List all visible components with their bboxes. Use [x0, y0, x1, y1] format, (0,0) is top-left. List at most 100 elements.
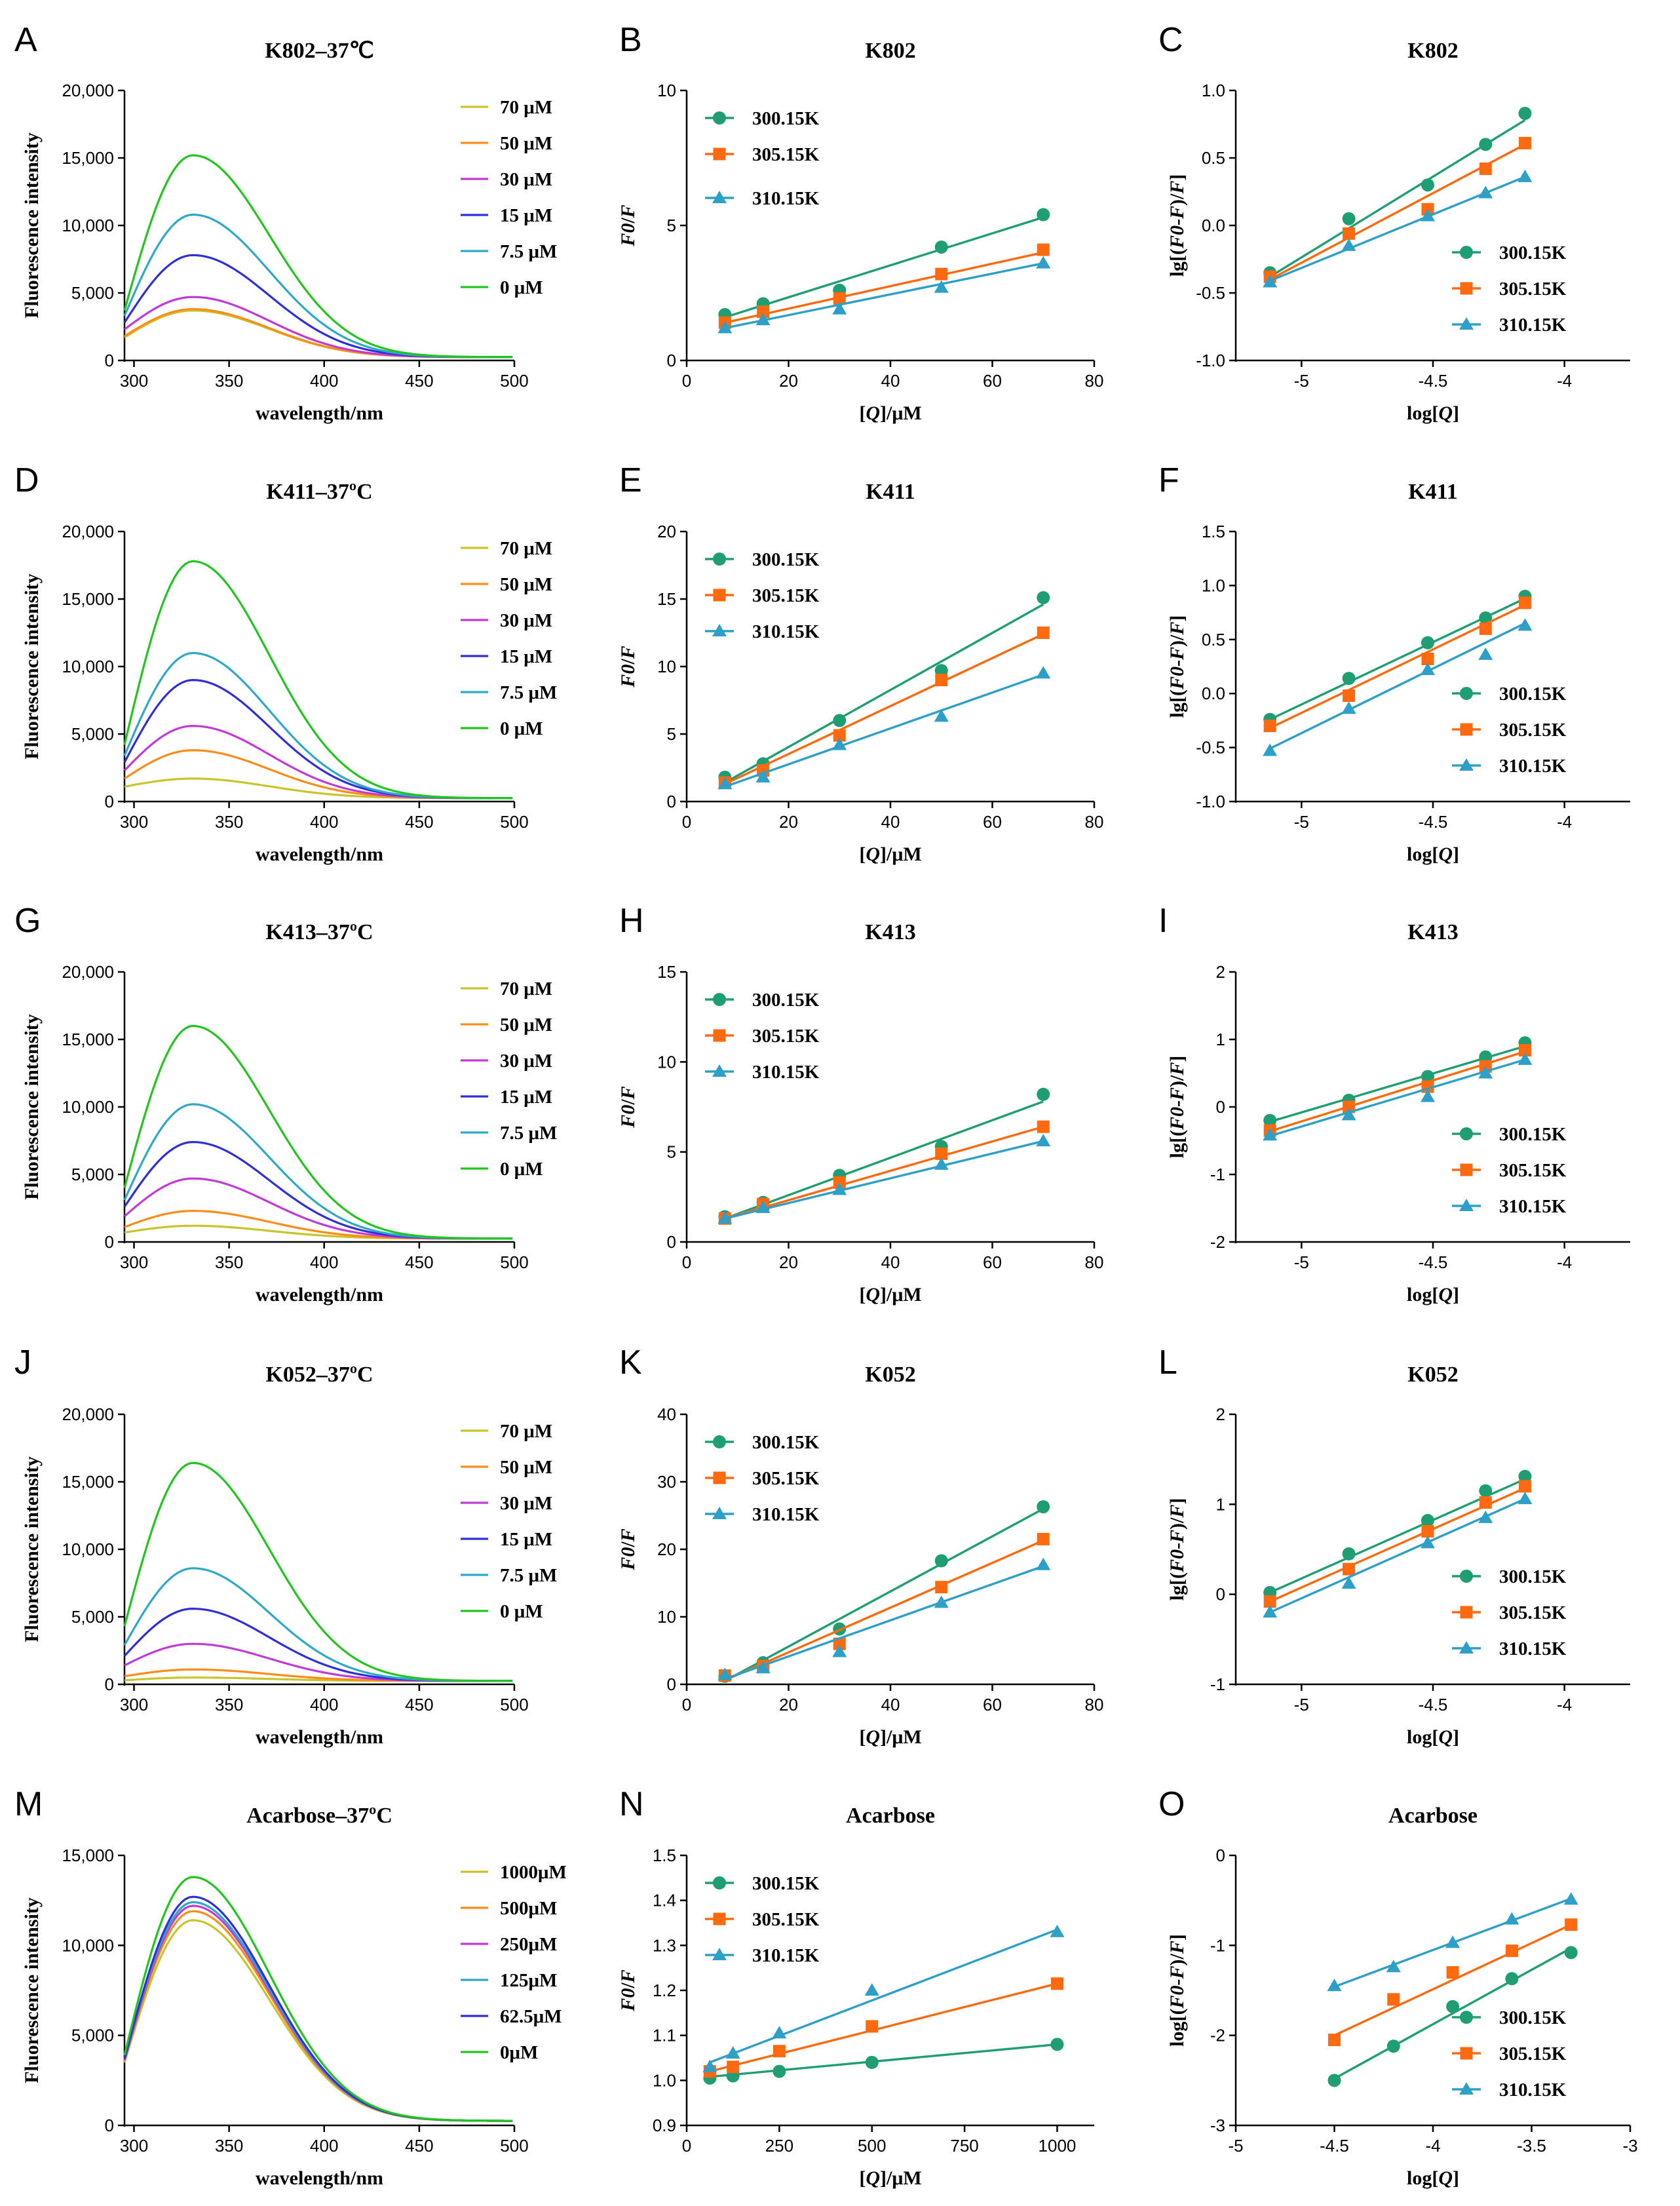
spectrum-line-5 — [123, 1461, 513, 1682]
x-axis-label: [Q]/μM — [859, 1726, 921, 1748]
legend-label-0: 300.15K — [1499, 2007, 1567, 2028]
legend-label-1: 305.15K — [752, 585, 820, 606]
fit-line-2 — [724, 1140, 1044, 1220]
y-tick-label: 0 — [105, 351, 114, 370]
data-point-1-1 — [1343, 689, 1356, 702]
chart-panel-I: I K413 -5 -4.5 -4 -2 -1 0 1 2 log[Q] lg[(F0-F)/F] 30… — [1158, 902, 1630, 1306]
spectrum-line-3 — [123, 1901, 513, 2122]
data-point-1-3 — [935, 674, 948, 687]
legend-label-0: 300.15K — [752, 108, 820, 129]
y-tick-label: 1.3 — [653, 1935, 676, 1955]
data-point-1-3 — [1479, 622, 1492, 635]
data-point-2-1 — [1341, 701, 1356, 714]
fit-line-0 — [724, 1100, 1044, 1220]
fit-line-0 — [710, 2043, 1058, 2078]
y-tick-label: -1 — [1210, 1165, 1225, 1184]
data-point-0-2 — [773, 2064, 786, 2078]
data-point-1-0 — [1263, 1595, 1276, 1608]
y-tick-label: 0 — [1216, 1585, 1225, 1604]
y-tick-label: 0 — [105, 1232, 114, 1252]
legend-marker-2 — [712, 1948, 727, 1960]
legend-marker-0 — [713, 111, 726, 125]
x-axis-label: wavelength/nm — [256, 1284, 383, 1306]
legend-marker-1 — [1460, 2047, 1473, 2060]
x-axis-label: log[Q] — [1407, 843, 1459, 865]
y-tick-label: 15,000 — [62, 148, 114, 168]
y-tick-label: 0.9 — [653, 2116, 676, 2135]
legend-label-4: 7.5 μM — [500, 1123, 557, 1144]
x-tick-label: -5 — [1294, 1695, 1309, 1714]
spectrum-line-2 — [123, 1905, 513, 2122]
panel-label: K — [619, 1344, 642, 1382]
fit-line-2 — [1269, 622, 1526, 750]
spectrum-line-2 — [123, 1177, 513, 1240]
y-axis-label: log[(F0-F)/F] — [1166, 1934, 1188, 2047]
data-point-2-1 — [1341, 238, 1356, 251]
legend-label-1: 50 μM — [500, 1015, 552, 1035]
legend-marker-2 — [1459, 758, 1474, 771]
legend-label-2: 310.15K — [752, 188, 820, 209]
y-tick-label: 10 — [657, 1607, 676, 1627]
y-tick-label: 5 — [667, 216, 676, 235]
y-tick-label: -2 — [1210, 2026, 1225, 2045]
chart-title: Acarbose–37ºC — [246, 1804, 392, 1828]
y-axis-label: F0/F — [617, 1969, 639, 2011]
data-point-2-3 — [1478, 1066, 1493, 1079]
legend-label-2: 310.15K — [1499, 2080, 1567, 2100]
data-point-0-3 — [1479, 138, 1493, 151]
legend-marker-2 — [712, 624, 727, 636]
x-tick-label: 0 — [682, 371, 691, 391]
spectrum-line-5 — [123, 560, 513, 800]
data-point-2-0 — [717, 1211, 733, 1224]
y-tick-label: 10 — [657, 1052, 676, 1072]
x-tick-label: 20 — [779, 371, 798, 391]
data-point-1-0 — [1328, 2034, 1341, 2047]
legend-label-1: 50 μM — [500, 133, 552, 154]
data-point-2-1 — [725, 2046, 740, 2059]
y-tick-label: 10 — [657, 657, 676, 676]
panel-label: M — [14, 1785, 43, 1823]
data-point-2-4 — [1518, 618, 1533, 631]
data-point-0-4 — [1564, 1946, 1578, 1960]
x-tick-label: 400 — [310, 371, 338, 391]
panel-label: G — [14, 902, 41, 940]
legend-label-5: 0 μM — [500, 718, 543, 739]
data-point-2-0 — [1263, 743, 1278, 756]
chart-title: K802 — [1407, 39, 1458, 63]
data-point-2-2 — [832, 737, 847, 750]
spectrum-line-0 — [124, 309, 513, 358]
y-axis-label: Fluorescence intensity — [21, 1014, 43, 1200]
panel-label: I — [1158, 902, 1168, 940]
legend-marker-1 — [713, 1029, 726, 1042]
x-tick-label: 250 — [765, 2136, 793, 2156]
x-axis-label: log[Q] — [1407, 1726, 1459, 1748]
data-point-2-2 — [832, 1644, 847, 1657]
y-tick-label: 5,000 — [71, 724, 114, 744]
y-tick-label: 5,000 — [71, 2026, 114, 2045]
y-tick-label: 15 — [657, 962, 676, 982]
legend-label-2: 30 μM — [500, 610, 552, 631]
data-point-2-1 — [1386, 1960, 1401, 1973]
x-tick-label: 20 — [779, 1695, 798, 1714]
x-tick-label: -5 — [1294, 812, 1309, 832]
y-tick-label: 30 — [657, 1472, 676, 1492]
y-tick-label: 0.0 — [1202, 216, 1225, 235]
y-tick-label: 10,000 — [62, 657, 114, 676]
legend-label-2: 310.15K — [752, 1504, 820, 1525]
chart-title: K411 — [1408, 480, 1458, 504]
x-tick-label: 20 — [779, 1252, 798, 1272]
x-axis-label: wavelength/nm — [256, 1726, 383, 1748]
chart-panel-C: C K802 -5 -4.5 -4 -1.0 -0.5 0.0 0.5 1.0 log[Q] lg[(… — [1158, 21, 1630, 424]
x-tick-label: 0 — [682, 1695, 691, 1714]
x-tick-label: 400 — [310, 2136, 338, 2156]
legend-label-0: 300.15K — [1499, 684, 1567, 705]
data-point-1-3 — [935, 1581, 948, 1594]
data-point-0-4 — [1037, 590, 1050, 604]
x-axis-label: wavelength/nm — [256, 2167, 383, 2189]
fit-line-1 — [724, 1125, 1044, 1220]
x-tick-label: 400 — [310, 812, 338, 832]
x-tick-label: 350 — [215, 371, 243, 391]
data-point-1-1 — [1343, 1100, 1356, 1113]
legend-label-0: 70 μM — [500, 97, 552, 118]
data-point-2-3 — [1478, 1510, 1493, 1523]
